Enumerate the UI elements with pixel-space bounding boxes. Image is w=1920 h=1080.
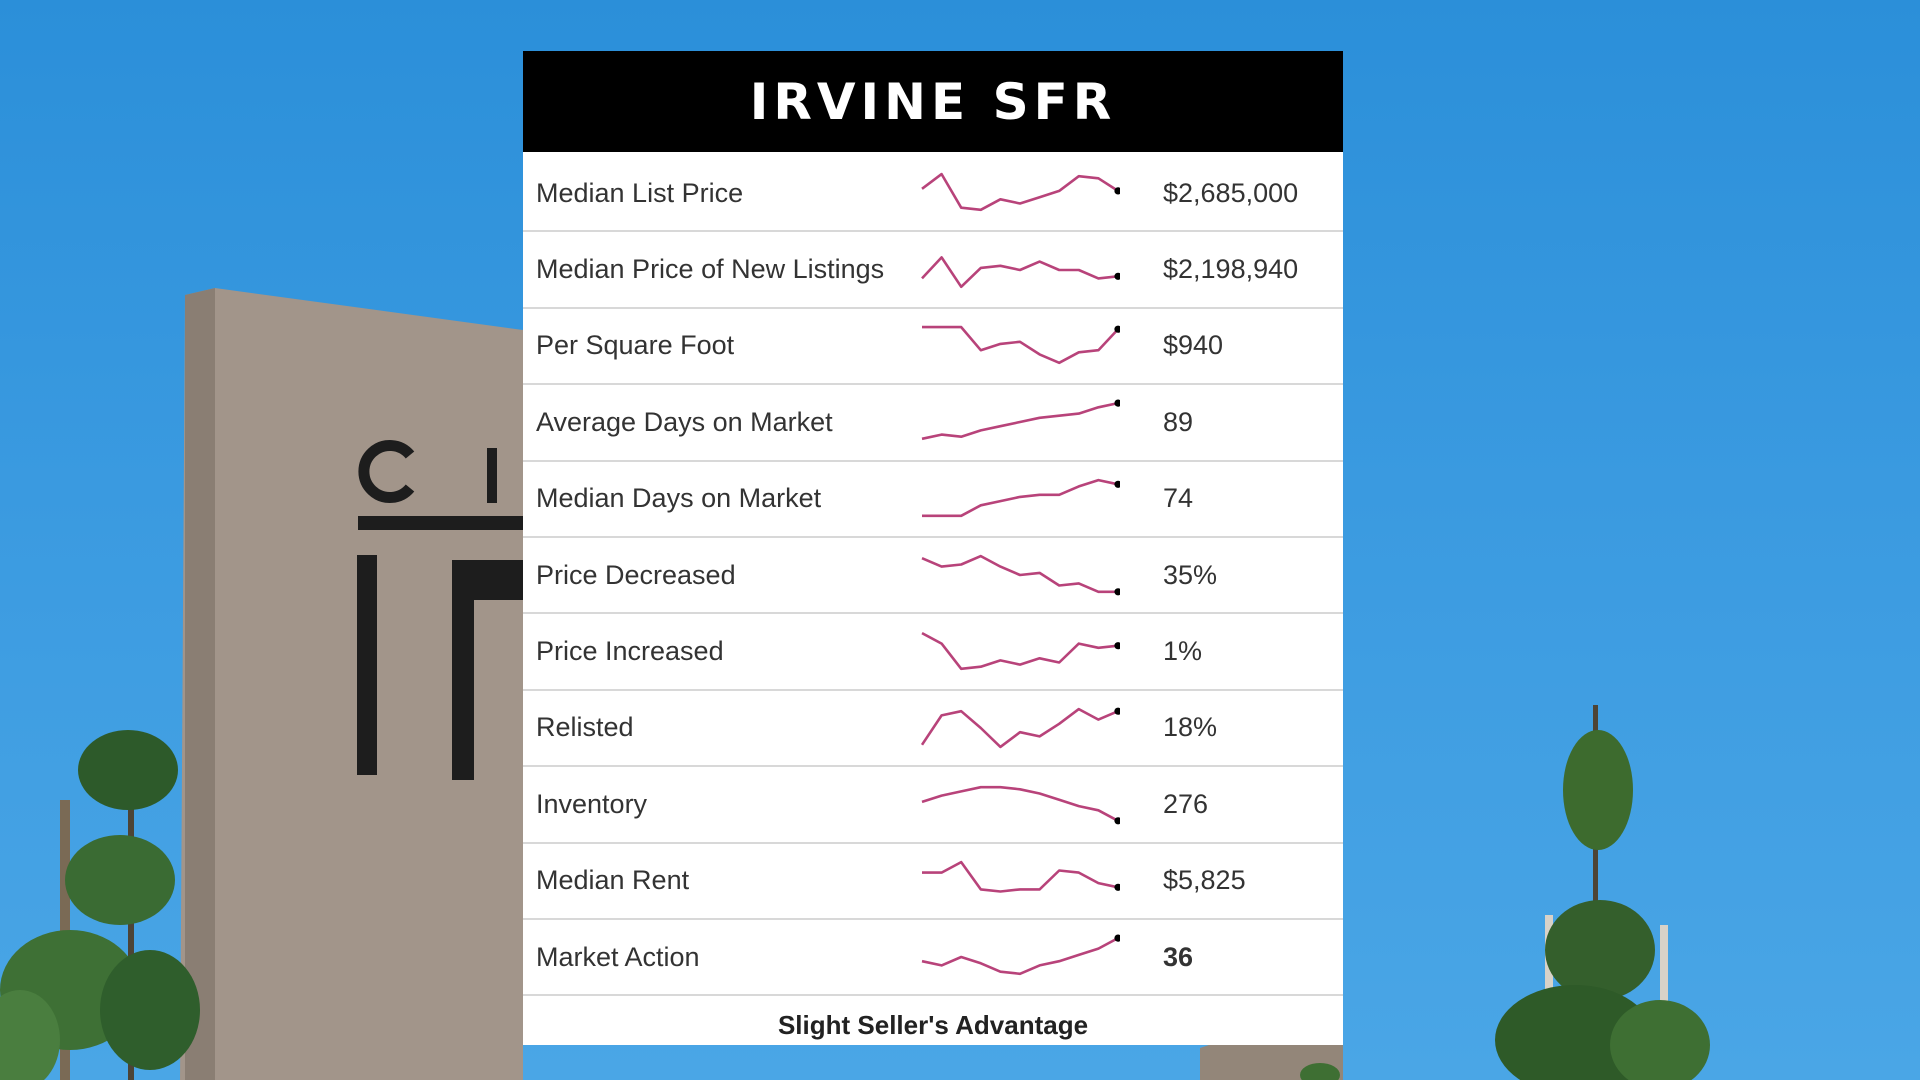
sparkline-path — [921, 172, 1119, 212]
table-row: Median Price of New Listings $2,198,940 — [523, 232, 1343, 309]
sparkline — [920, 707, 1120, 749]
table-row: Median Rent $5,825 — [523, 844, 1343, 920]
metric-value: $5,825 — [1163, 865, 1246, 896]
metric-label: Median Price of New Listings — [536, 254, 885, 285]
market-stats-card: IRVINE SFR Median List Price $2,685,000 Me… — [523, 51, 1343, 1045]
metric-label: Average Days on Market — [536, 406, 833, 437]
sparkline-path — [921, 937, 1119, 976]
sparkline-end-dot — [1114, 641, 1120, 649]
sign-lettering — [357, 440, 523, 780]
table-row: Median Days on Market 74 — [523, 462, 1343, 538]
trees-left — [0, 730, 200, 1080]
sparkline-end-dot — [1114, 325, 1120, 333]
sparkline — [921, 554, 1120, 596]
metric-value: 35% — [1163, 559, 1218, 590]
sparkline — [921, 631, 1120, 670]
sparkline-end-dot — [1114, 399, 1120, 408]
sparkline — [921, 786, 1120, 825]
sparkline-end-dot — [1114, 707, 1120, 715]
sparkline-end-dot — [1114, 934, 1120, 942]
metric-value: 74 — [1163, 483, 1194, 514]
sparkline-path — [921, 631, 1119, 670]
sparkline-path — [921, 255, 1119, 288]
sparkline — [921, 172, 1120, 212]
metric-label: Per Square Foot — [536, 330, 735, 361]
sparkline — [921, 934, 1120, 976]
sparkline-path — [921, 554, 1118, 594]
metric-value: 89 — [1163, 406, 1194, 437]
sparkline-path — [921, 402, 1119, 441]
metric-label: Market Action — [536, 941, 700, 972]
table-row: Market Action 36 — [523, 920, 1343, 997]
sparkline-end-dot — [1114, 272, 1120, 280]
metric-label: Median Days on Market — [536, 483, 822, 514]
trees-right — [1300, 705, 1710, 1080]
table-row: Price Decreased 35% — [523, 538, 1343, 615]
stats-table: Median List Price $2,685,000 Median Price … — [523, 152, 1343, 997]
metric-value: $2,685,000 — [1163, 177, 1299, 208]
sparkline-end-dot — [1114, 480, 1120, 488]
metric-label: Median Rent — [536, 865, 690, 896]
metric-value: $940 — [1163, 330, 1224, 361]
table-row: Median List Price $2,685,000 — [523, 156, 1343, 233]
metric-label: Price Decreased — [536, 559, 736, 590]
sparkline — [922, 478, 1120, 517]
metric-label: Inventory — [536, 788, 648, 819]
card-title: IRVINE SFR — [523, 51, 1343, 152]
sparkline — [921, 255, 1120, 288]
sparkline-path — [922, 325, 1119, 365]
table-row: Price Increased 1% — [523, 614, 1343, 691]
metric-label: Price Increased — [536, 636, 724, 667]
metric-label: Median List Price — [536, 177, 744, 208]
sparkline-path — [922, 860, 1119, 893]
sparkline — [922, 325, 1120, 365]
metric-value: 36 — [1163, 941, 1194, 972]
sparkline — [922, 860, 1120, 893]
sign-wall — [180, 288, 1343, 1080]
metric-label: Relisted — [536, 712, 634, 743]
sparkline-path — [920, 707, 1119, 749]
sparkline-path — [922, 478, 1119, 517]
table-row: Relisted 18% — [523, 691, 1343, 768]
table-row: Inventory 276 — [523, 767, 1343, 844]
metric-value: 18% — [1163, 712, 1218, 743]
market-action-summary: Slight Seller's Advantage — [777, 1010, 1089, 1041]
sparkline — [921, 399, 1120, 441]
sparkline-end-dot — [1114, 883, 1120, 891]
metric-value: 1% — [1163, 636, 1203, 667]
sparkline-path — [921, 786, 1119, 823]
metric-value: 276 — [1163, 788, 1209, 819]
sparkline-end-dot — [1114, 187, 1120, 195]
table-row: Per Square Foot $940 — [523, 309, 1343, 386]
sparkline-end-dot — [1114, 817, 1120, 825]
metric-value: $2,198,940 — [1163, 254, 1299, 285]
table-row: Average Days on Market 89 — [523, 385, 1343, 462]
sparkline-end-dot — [1114, 588, 1120, 596]
